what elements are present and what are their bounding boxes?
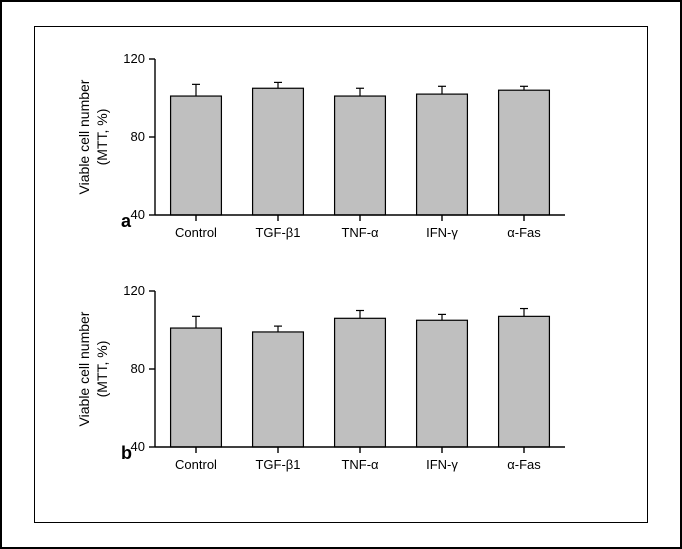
ytick-label: 40 xyxy=(131,439,145,454)
ytick-label: 120 xyxy=(123,283,145,298)
category-label: TNF-α xyxy=(341,225,379,240)
ytick-label: 80 xyxy=(131,361,145,376)
bar xyxy=(171,96,222,215)
category-label: Control xyxy=(175,225,217,240)
panel-b-letter: b xyxy=(121,443,132,464)
bar xyxy=(417,94,468,215)
bar xyxy=(499,316,550,447)
bar xyxy=(253,332,304,447)
bar xyxy=(499,90,550,215)
panel-b-chart: 40 80 120 Control TGF-β1 TNF-α IFN-γ α-Fas Viabl… xyxy=(75,277,575,487)
category-label: IFN-γ xyxy=(426,225,458,240)
bar xyxy=(171,328,222,447)
ytick-label: 120 xyxy=(123,51,145,66)
bar xyxy=(335,318,386,447)
ytick-label: 80 xyxy=(131,129,145,144)
category-label: Control xyxy=(175,457,217,472)
category-label: TGF-β1 xyxy=(255,457,300,472)
panel-a-wrap: 40 80 120 Control TGF-β1 TNF-α IFN-γ α-Fas Viabl… xyxy=(75,45,607,255)
ylabel-line1: Viable cell number xyxy=(76,311,92,426)
ylabel-line2: (MTT, %) xyxy=(94,109,110,166)
ytick-label: 40 xyxy=(131,207,145,222)
category-label: IFN-γ xyxy=(426,457,458,472)
category-label: α-Fas xyxy=(507,225,541,240)
category-label: α-Fas xyxy=(507,457,541,472)
panel-b-wrap: 40 80 120 Control TGF-β1 TNF-α IFN-γ α-Fas Viabl… xyxy=(75,277,607,487)
panel-a-letter: a xyxy=(121,211,131,232)
bar xyxy=(335,96,386,215)
outer-frame: 40 80 120 Control TGF-β1 TNF-α IFN-γ α-Fas Viabl… xyxy=(0,0,682,549)
category-label: TNF-α xyxy=(341,457,379,472)
ylabel-line1: Viable cell number xyxy=(76,79,92,194)
panel-a-chart: 40 80 120 Control TGF-β1 TNF-α IFN-γ α-Fas Viabl… xyxy=(75,45,575,255)
ylabel-line2: (MTT, %) xyxy=(94,341,110,398)
bar xyxy=(417,320,468,447)
inner-frame: 40 80 120 Control TGF-β1 TNF-α IFN-γ α-Fas Viabl… xyxy=(34,26,648,523)
category-label: TGF-β1 xyxy=(255,225,300,240)
bar xyxy=(253,88,304,215)
